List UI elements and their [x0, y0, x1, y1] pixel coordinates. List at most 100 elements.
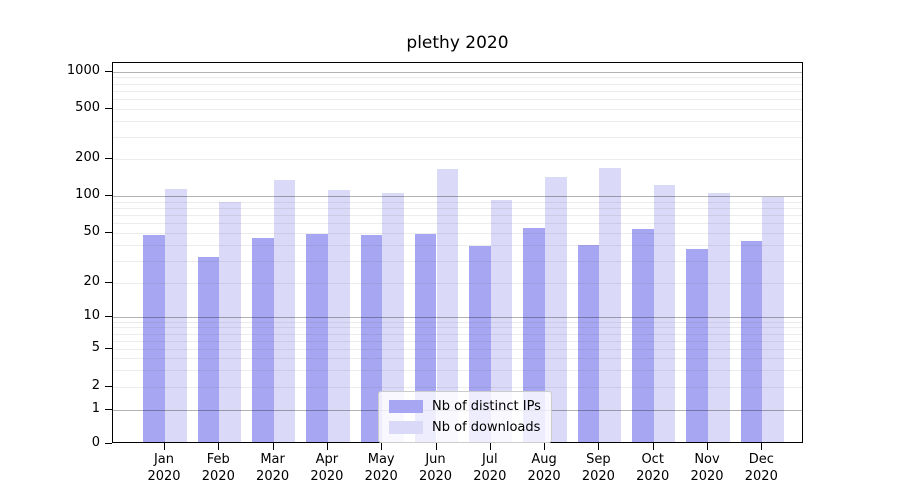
ytick-mark-2 — [105, 386, 112, 387]
gridline-600 — [113, 99, 802, 101]
ytick-label-50: 50 — [83, 224, 100, 240]
gridline-70 — [113, 215, 802, 217]
ytick-mark-0 — [105, 443, 112, 444]
ytick-mark-10 — [105, 316, 112, 317]
bar-downloads-jun — [436, 168, 459, 442]
xtick-mark-aug — [544, 443, 546, 450]
gridline-200 — [113, 159, 802, 161]
gridline-7 — [113, 333, 802, 335]
bar-downloads-nov — [708, 193, 730, 442]
ytick-mark-200 — [105, 158, 112, 160]
bar-downloads-dec — [762, 196, 784, 442]
xtick-label-oct: Oct 2020 — [636, 452, 670, 484]
gridline-4 — [113, 358, 802, 360]
ytick-label-10: 10 — [83, 308, 100, 323]
bar-downloads-apr — [327, 190, 350, 442]
xtick-label-dec: Dec 2020 — [744, 452, 778, 484]
gridline-6 — [113, 340, 802, 342]
bar-ips-jan — [143, 234, 165, 442]
bar-downloads-jul — [490, 200, 513, 442]
bar-ips-jun — [414, 233, 437, 442]
xtick-mark-mar — [272, 443, 274, 450]
ytick-label-0: 0 — [91, 435, 100, 450]
gridline-90 — [113, 201, 802, 203]
bar-ips-aug — [523, 228, 546, 442]
gridline-8 — [113, 327, 802, 329]
xtick-label-apr: Apr 2020 — [310, 452, 344, 484]
bar-ips-dec — [740, 240, 763, 442]
ytick-mark-20 — [105, 281, 112, 283]
xtick-mark-jul — [489, 443, 491, 450]
gridline-500 — [113, 109, 802, 111]
ytick-label-500: 500 — [75, 100, 100, 116]
bar-ips-nov — [686, 249, 708, 442]
bar-ips-feb — [197, 257, 220, 442]
bar-downloads-sep — [599, 168, 622, 442]
bar-downloads-mar — [273, 180, 296, 442]
gridline-20 — [113, 282, 802, 284]
ytick-label-100: 100 — [75, 187, 100, 202]
xtick-label-jun: Jun 2020 — [418, 452, 453, 484]
ytick-mark-100 — [105, 195, 112, 196]
gridline-2 — [113, 387, 802, 388]
xtick-mark-may — [381, 443, 383, 450]
gridline-40 — [113, 245, 802, 247]
bar-ips-apr — [306, 233, 328, 442]
xtick-mark-dec — [761, 443, 763, 450]
gridline-400 — [113, 121, 802, 123]
legend: Nb of distinct IPs Nb of downloads — [378, 391, 552, 443]
ytick-mark-50 — [105, 232, 112, 234]
ytick-mark-500 — [105, 108, 112, 110]
xtick-label-sep: Sep 2020 — [581, 452, 615, 484]
bar-ips-oct — [632, 229, 654, 442]
ytick-label-20: 20 — [83, 273, 100, 289]
bar-downloads-feb — [219, 201, 241, 442]
legend-item-downloads: Nb of downloads — [389, 420, 541, 435]
gridline-50 — [113, 233, 802, 235]
chart-title: plethy 2020 — [406, 33, 509, 53]
bar-ips-sep — [577, 244, 600, 442]
bar-ips-mar — [251, 238, 274, 442]
bar-ips-may — [360, 234, 383, 442]
xtick-label-jul: Jul 2020 — [473, 452, 507, 484]
legend-swatch-icon — [389, 421, 423, 434]
ytick-mark-1 — [105, 409, 112, 410]
gridline-300 — [113, 137, 802, 139]
gridline-100 — [113, 196, 802, 197]
gridline-10 — [113, 317, 802, 318]
bar-downloads-jan — [165, 188, 187, 442]
xtick-mark-oct — [652, 443, 654, 450]
ytick-label-1000: 1000 — [66, 62, 100, 78]
ytick-label-1: 1 — [91, 401, 100, 416]
gridline-30 — [113, 260, 802, 262]
bar-downloads-oct — [653, 184, 676, 442]
gridline-60 — [113, 223, 802, 225]
gridline-9 — [113, 321, 802, 323]
gridline-800 — [113, 83, 802, 85]
plot-area — [112, 62, 803, 443]
ytick-mark-1000 — [105, 70, 112, 72]
bar-downloads-may — [382, 192, 404, 442]
xtick-label-jan: Jan 2020 — [147, 452, 181, 484]
gridline-80 — [113, 208, 802, 209]
xtick-label-feb: Feb 2020 — [201, 452, 235, 484]
xtick-label-aug: Aug 2020 — [527, 452, 561, 484]
bar-downloads-aug — [545, 176, 567, 442]
xtick-label-mar: Mar 2020 — [256, 452, 290, 484]
ytick-label-2: 2 — [91, 378, 100, 393]
xtick-label-nov: Nov 2020 — [690, 452, 724, 484]
legend-swatch-icon — [389, 400, 423, 413]
xtick-mark-jan — [164, 443, 165, 450]
gridline-1000 — [113, 71, 802, 73]
xtick-mark-apr — [326, 443, 328, 450]
gridline-5 — [113, 349, 802, 351]
legend-label: Nb of distinct IPs — [432, 399, 541, 414]
xtick-mark-jun — [435, 443, 437, 450]
xtick-mark-feb — [218, 443, 220, 450]
xtick-label-may: May 2020 — [364, 452, 398, 484]
ytick-label-200: 200 — [75, 150, 100, 166]
gridline-900 — [113, 77, 802, 79]
legend-item-ips: Nb of distinct IPs — [389, 399, 541, 414]
gridline-3 — [113, 370, 802, 372]
